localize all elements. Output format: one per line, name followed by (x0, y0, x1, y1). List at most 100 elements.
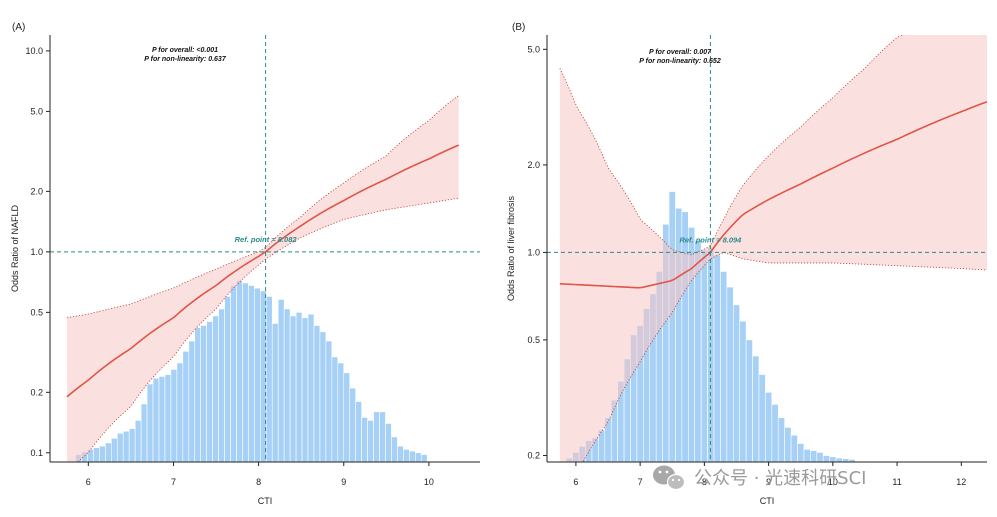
x-tick-label: 7 (638, 477, 643, 487)
histogram-bar (140, 403, 148, 462)
y-tick-label: 0.2 (527, 451, 540, 461)
histogram-bar (752, 355, 760, 462)
p-value-text: P for overall: 0.007 (649, 49, 712, 56)
histogram-bar (790, 434, 798, 462)
histogram-bar (726, 286, 734, 462)
histogram-bar (242, 282, 249, 462)
wechat-icon (653, 465, 686, 491)
x-tick-label: 6 (86, 477, 91, 487)
x-tick-label: 8 (256, 477, 261, 487)
histogram-bar (170, 369, 178, 462)
y-tick-label: 1.0 (30, 247, 43, 257)
histogram-bar (810, 450, 818, 462)
watermark: 公众号 · 光速科研SCI (653, 465, 866, 491)
histogram-bar (146, 383, 154, 462)
y-tick-label: 0.1 (30, 448, 43, 458)
histogram-bar (236, 280, 243, 462)
histogram-bar (105, 442, 112, 462)
y-tick-label: 10.0 (25, 46, 43, 56)
confidence-band (67, 95, 459, 462)
y-tick-label: 0.2 (30, 387, 43, 397)
x-tick-label: 10 (828, 477, 838, 487)
histogram-bar (420, 454, 428, 462)
plot-area (66, 95, 460, 462)
histogram-bar (745, 339, 753, 462)
histogram-bar (283, 308, 291, 462)
x-tick-label: 7 (171, 477, 176, 487)
histogram-bar (681, 211, 689, 462)
histogram-bar (164, 374, 172, 462)
x-tick-label: 9 (341, 477, 346, 487)
x-tick-label: 8 (702, 477, 707, 487)
x-axis-title: CTI (258, 496, 273, 506)
y-tick-label: 5.0 (30, 106, 43, 116)
histogram-bar (206, 321, 213, 462)
histogram-bar (361, 417, 368, 462)
histogram-bar (414, 452, 422, 462)
histogram-bar (675, 207, 683, 462)
histogram-bar (111, 438, 118, 462)
histogram-bar (373, 411, 380, 462)
histogram-bar (391, 436, 398, 462)
lower-ci-line (77, 197, 459, 462)
histogram-bar (829, 456, 837, 462)
histogram-bar (349, 387, 356, 462)
histogram-bar (188, 340, 196, 462)
histogram-bar (301, 317, 309, 462)
y-tick-label: 1.0 (527, 247, 540, 257)
odds-ratio-curve (66, 144, 460, 398)
histogram-bar (212, 315, 219, 462)
lower-ci-line (582, 252, 987, 462)
odds-ratio-curve (559, 100, 987, 289)
y-axis-title: Odds Ratio of NAFLD (10, 204, 20, 292)
histogram-bar (803, 449, 811, 462)
histogram-bar (403, 449, 410, 462)
y-tick-label: 2.0 (30, 186, 43, 196)
histogram-bar (265, 296, 273, 462)
y-axis-title: Odds Ratio of liver fibrosis (506, 195, 516, 301)
upper-ci-line (66, 95, 459, 319)
histogram-bar (289, 315, 297, 462)
histogram-bar (128, 428, 136, 462)
histogram-bar (700, 249, 708, 462)
histogram-bar (224, 296, 231, 462)
histogram-bar (319, 331, 327, 462)
panel-label: (B) (512, 22, 525, 33)
histogram-bar (182, 350, 190, 462)
histogram-bar (230, 285, 237, 462)
panel-a: Ref. point = 8.082 P for overall: <0.001 P… (10, 22, 480, 506)
histogram-bar (397, 445, 404, 462)
histogram-bar (379, 411, 386, 462)
histogram-bar (409, 450, 416, 462)
histogram-bar (254, 287, 261, 462)
histogram-bar (720, 271, 728, 462)
histogram-bar (277, 299, 285, 462)
panel-label: (A) (12, 22, 25, 33)
histogram-bar (816, 452, 824, 462)
histogram-bar (248, 285, 255, 462)
histogram-bar (777, 417, 785, 462)
histogram-bar (200, 325, 207, 462)
y-tick-label: 0.5 (30, 307, 43, 317)
histogram-bar (343, 372, 351, 462)
panel-b: Ref. point = 8.094 P for overall: 0.007 P … (506, 22, 987, 506)
histogram-bar (822, 455, 830, 462)
p-value-text: P for non-linearity: 0.637 (144, 56, 227, 63)
plot-area (559, 35, 987, 462)
histogram-bar (797, 443, 805, 462)
histogram-bar (337, 362, 345, 462)
histogram-bar (835, 457, 843, 462)
histogram-bar (758, 374, 766, 462)
histogram-bar (152, 377, 160, 462)
p-value-text: P for non-linearity: 0.652 (639, 58, 721, 65)
histogram-bar (194, 327, 202, 462)
x-tick-label: 9 (766, 477, 771, 487)
histogram-bar (325, 340, 333, 462)
p-value-text: P for overall: <0.001 (152, 47, 218, 54)
y-tick-label: 2.0 (527, 160, 540, 170)
x-tick-label: 6 (573, 477, 578, 487)
x-tick-label: 12 (956, 477, 966, 487)
histogram-bar (668, 191, 676, 462)
histogram-bar (732, 304, 741, 462)
